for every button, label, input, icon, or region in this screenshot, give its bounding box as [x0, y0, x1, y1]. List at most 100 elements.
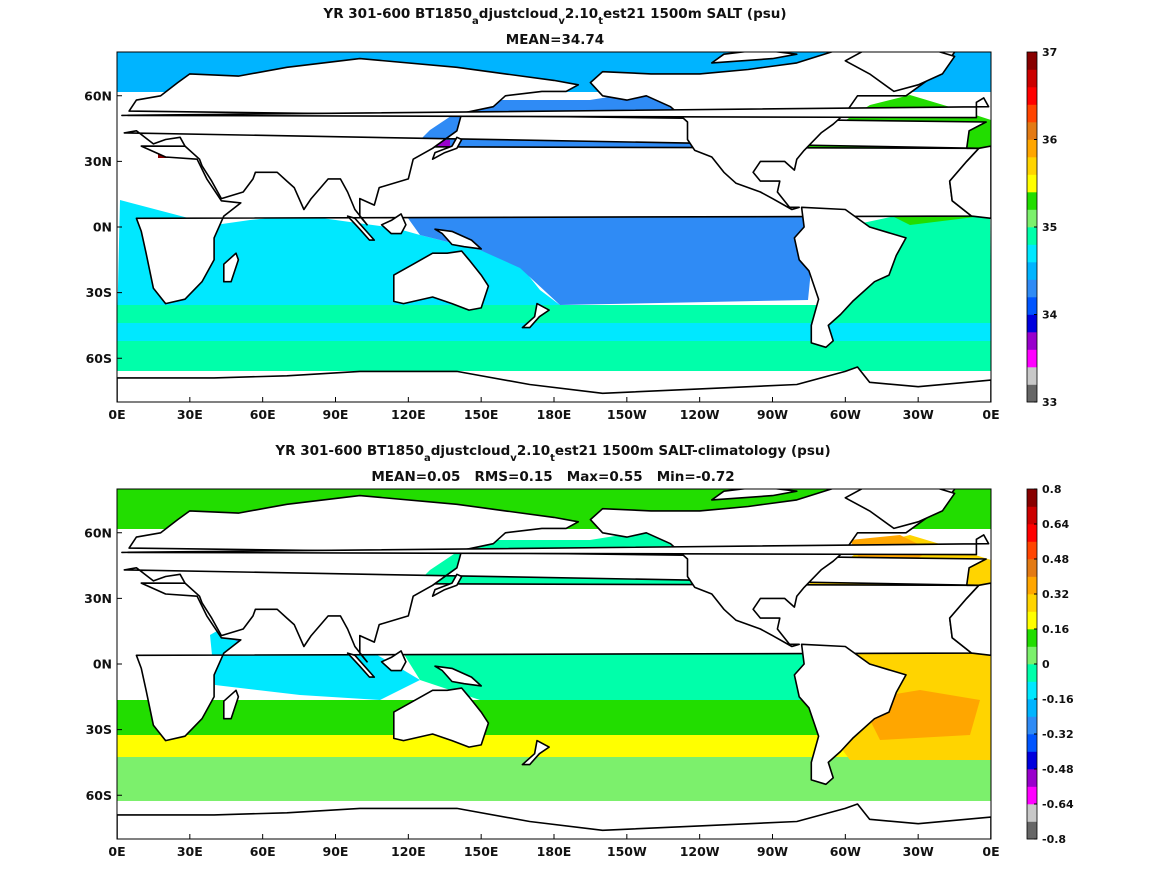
land-new-zealand	[521, 302, 550, 329]
colorbar-swatch	[1027, 489, 1037, 507]
x-tick-label: 150E	[464, 844, 499, 859]
x-tick-label: 0E	[108, 844, 125, 859]
colorbar: 33 34 35 36 37	[1026, 46, 1058, 409]
land-north-america	[589, 52, 956, 211]
colorbar-swatch	[1027, 506, 1037, 525]
land-new-guinea	[434, 665, 482, 687]
colorbar-swatch	[1027, 821, 1037, 840]
x-tick-label: 0E	[108, 407, 125, 422]
y-tick-label: 0N	[93, 220, 112, 235]
colorbar-tick-label: 37	[1042, 46, 1057, 59]
x-tick-label: 60W	[830, 407, 861, 422]
colorbar-tick-label: 0.64	[1042, 518, 1069, 531]
land-antarctica	[117, 803, 991, 839]
colorbar-tick-label: 33	[1042, 396, 1057, 409]
land-antarctica	[117, 366, 991, 402]
colorbar-tick-label: 36	[1042, 134, 1058, 147]
colorbar-swatch	[1027, 139, 1037, 158]
land-british-isles	[121, 534, 990, 556]
y-tick-label: 60N	[84, 88, 112, 103]
continents	[117, 52, 991, 402]
colorbar: -0.8 -0.64 -0.48 -0.32 -0.16 0 0.16 0.32 0.48 0.6…	[1026, 483, 1074, 846]
colorbar-swatch	[1027, 699, 1037, 717]
land-borneo	[380, 650, 407, 672]
land-borneo	[380, 213, 407, 235]
y-tick-label: 30N	[84, 591, 112, 606]
land-japan	[431, 573, 463, 597]
colorbar-swatch	[1027, 734, 1037, 752]
colorbar-swatch	[1027, 157, 1037, 175]
land-japan	[431, 136, 463, 160]
x-tick-label: 90E	[323, 844, 349, 859]
land-eurasia	[123, 57, 987, 226]
land-madagascar	[223, 689, 240, 720]
chart-title: YR 301-600 BT1850adjustcloudv2.10test21 …	[322, 6, 786, 27]
colorbar-swatch	[1027, 681, 1037, 700]
colorbar-swatch	[1027, 541, 1037, 560]
colorbar-tick-label: -0.16	[1042, 693, 1074, 706]
x-tick-label: 150W	[607, 407, 647, 422]
salinity-map	[117, 52, 991, 402]
colorbar-swatch	[1027, 244, 1037, 263]
colorbar-swatch	[1027, 52, 1037, 70]
colorbar-swatch	[1027, 594, 1037, 612]
x-tick-label: 0E	[982, 844, 999, 859]
colorbar-swatch	[1027, 227, 1037, 245]
land-south-america	[793, 206, 907, 349]
colorbar-swatch	[1027, 349, 1037, 368]
land-africa-wrap	[948, 145, 991, 220]
colorbar-swatch	[1027, 751, 1037, 770]
axis-ticks: 0E 30E 60E 90E 120E 150E 180E 150W 120W 90W 60W 30W…	[84, 88, 999, 422]
x-tick-label: 30W	[903, 407, 934, 422]
x-tick-label: 90W	[757, 844, 788, 859]
chart-subtitle: MEAN=34.74	[506, 32, 604, 48]
land-arctic-islands	[711, 52, 798, 64]
y-tick-label: 30N	[84, 154, 112, 169]
land-new-zealand	[521, 739, 550, 766]
colorbar-swatch	[1027, 804, 1037, 822]
southern-band-1	[117, 305, 991, 323]
colorbar-swatch	[1027, 576, 1037, 595]
colorbar-tick-label: -0.64	[1042, 798, 1074, 811]
salinity-anomaly-map	[117, 489, 991, 839]
colorbar-swatch	[1027, 332, 1037, 350]
colorbar-swatch	[1027, 122, 1037, 140]
x-tick-label: 180E	[537, 844, 572, 859]
y-tick-label: 30S	[86, 722, 112, 737]
colorbar-swatch	[1027, 279, 1037, 298]
x-tick-label: 0E	[982, 407, 999, 422]
x-tick-label: 150E	[464, 407, 499, 422]
colorbar-swatch	[1027, 174, 1037, 193]
colorbar-swatch	[1027, 209, 1037, 228]
land-north-america	[589, 489, 956, 648]
colorbar-tick-label: -0.32	[1042, 728, 1074, 741]
colorbar-swatch	[1027, 629, 1037, 647]
japan-sea-field	[434, 140, 450, 148]
x-tick-label: 60E	[250, 407, 276, 422]
land-sumatra	[346, 652, 376, 678]
x-tick-label: 90W	[757, 407, 788, 422]
y-tick-label: 30S	[86, 285, 112, 300]
colorbar-tick-label: -0.8	[1042, 833, 1066, 846]
x-tick-label: 120W	[680, 407, 720, 422]
y-tick-label: 60N	[84, 525, 112, 540]
southern-band-3	[117, 757, 991, 801]
axis-ticks: 0E 30E 60E 90E 120E 150E 180E 150W 120W 90W 60W 30W…	[84, 525, 999, 859]
land-madagascar	[223, 252, 240, 283]
y-tick-label: 60S	[86, 788, 112, 803]
land-africa-wrap	[948, 582, 991, 657]
colorbar-tick-label: 34	[1042, 309, 1058, 322]
x-tick-label: 120E	[391, 407, 426, 422]
chart-subtitle: MEAN=0.05 RMS=0.15 Max=0.55 Min=-0.72	[371, 469, 734, 485]
colorbar-swatch	[1027, 87, 1037, 105]
x-tick-label: 60E	[250, 844, 276, 859]
x-tick-label: 90E	[323, 407, 349, 422]
colorbar-swatch	[1027, 664, 1037, 682]
land-australia	[393, 250, 490, 311]
land-new-guinea	[434, 228, 482, 250]
colorbar-swatch	[1027, 104, 1037, 123]
colorbar-swatch	[1027, 367, 1037, 385]
colorbar-tick-label: 0	[1042, 658, 1050, 671]
colorbar-tick-label: 0.48	[1042, 553, 1069, 566]
colorbar-swatch	[1027, 559, 1037, 577]
